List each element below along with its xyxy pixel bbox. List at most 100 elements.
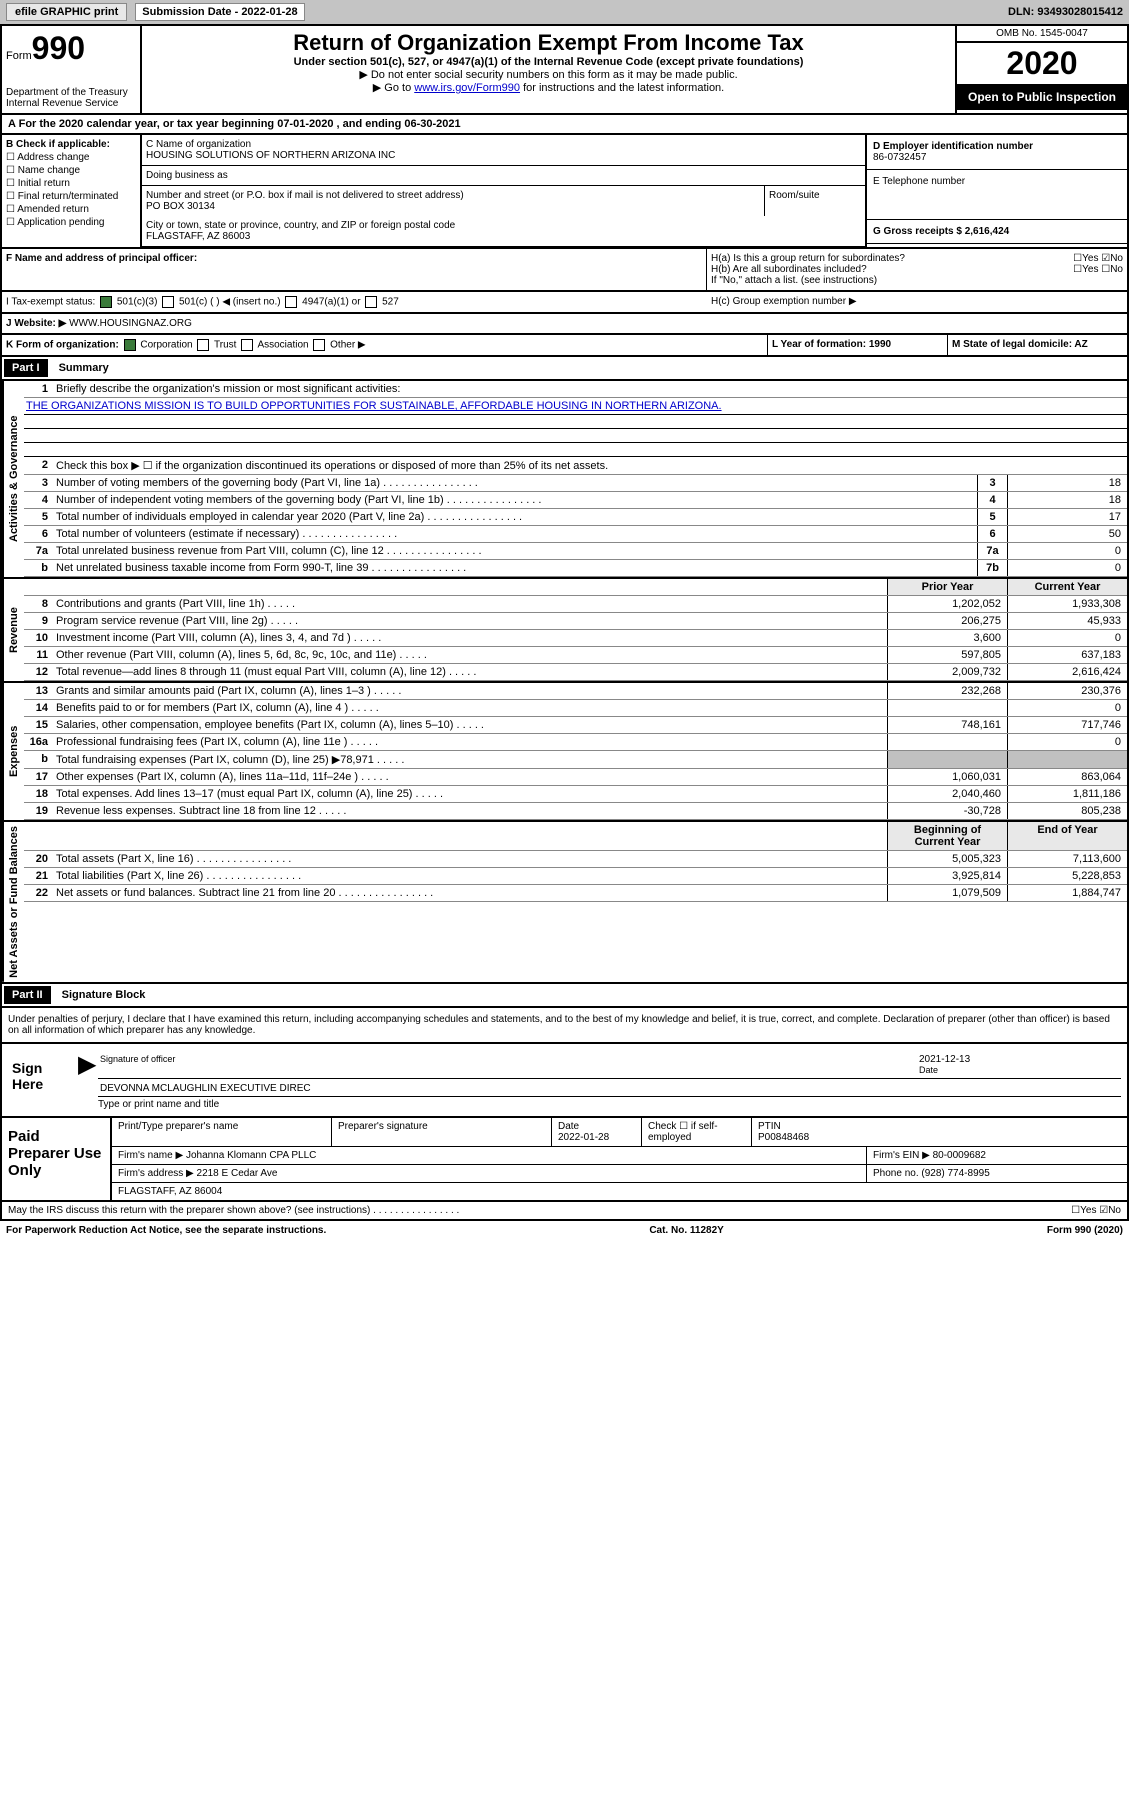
omb-number: OMB No. 1545-0047 [957, 26, 1127, 43]
hb-yesno[interactable]: ☐Yes ☐No [1073, 264, 1123, 275]
chk-501c[interactable] [162, 296, 174, 308]
form-number: 990 [32, 30, 85, 66]
rev-row: 11Other revenue (Part VIII, column (A), … [24, 647, 1127, 664]
box-b-label: B Check if applicable: [6, 139, 136, 150]
chk-other[interactable] [313, 339, 325, 351]
sign-here-label: Sign Here [8, 1050, 78, 1110]
ein: 86-0732457 [873, 152, 1121, 163]
section-j: J Website: ▶ WWW.HOUSINGNAZ.ORG [0, 314, 1129, 335]
phone-cell: E Telephone number [867, 170, 1127, 220]
box-h: H(a) Is this a group return for subordin… [707, 249, 1127, 290]
inspection-label: Open to Public Inspection [957, 84, 1127, 110]
rev-row: 8Contributions and grants (Part VIII, li… [24, 596, 1127, 613]
exp-row: 18Total expenses. Add lines 13–17 (must … [24, 786, 1127, 803]
footer-final: For Paperwork Reduction Act Notice, see … [0, 1221, 1129, 1240]
preparer-label: Paid Preparer Use Only [2, 1118, 112, 1200]
chk-initial[interactable]: ☐ Initial return [6, 178, 136, 189]
section-i: I Tax-exempt status: 501(c)(3) 501(c) ( … [0, 292, 1129, 314]
label-revenue: Revenue [2, 579, 24, 681]
gov-row: 5Total number of individuals employed in… [24, 509, 1127, 526]
chk-final[interactable]: ☐ Final return/terminated [6, 191, 136, 202]
note-ssn: ▶ Do not enter social security numbers o… [146, 68, 951, 81]
top-bar: efile GRAPHIC print Submission Date - 20… [0, 0, 1129, 24]
signature-declaration: Under penalties of perjury, I declare th… [0, 1008, 1129, 1044]
rev-row: 9Program service revenue (Part VIII, lin… [24, 613, 1127, 630]
section-expenses: Expenses 13Grants and similar amounts pa… [0, 683, 1129, 822]
section-k: K Form of organization: Corporation Trus… [0, 335, 1129, 357]
org-name-cell: C Name of organization HOUSING SOLUTIONS… [142, 135, 865, 166]
address: PO BOX 30134 [146, 201, 760, 212]
gov-row: bNet unrelated business taxable income f… [24, 560, 1127, 577]
efile-print-button[interactable]: efile GRAPHIC print [6, 3, 127, 21]
box-d: D Employer identification number 86-0732… [867, 135, 1127, 247]
form-subtitle: Under section 501(c), 527, or 4947(a)(1)… [146, 56, 951, 68]
chk-address[interactable]: ☐ Address change [6, 152, 136, 163]
discuss-row: May the IRS discuss this return with the… [0, 1202, 1129, 1221]
form-title: Return of Organization Exempt From Incom… [146, 30, 951, 56]
exp-row: 17Other expenses (Part IX, column (A), l… [24, 769, 1127, 786]
irs-link[interactable]: www.irs.gov/Form990 [414, 82, 520, 94]
chk-501c3[interactable] [100, 296, 112, 308]
submission-date: Submission Date - 2022-01-28 [135, 3, 304, 21]
firm-city: FLAGSTAFF, AZ 86004 [112, 1183, 228, 1200]
part1-header: Part I Summary [0, 357, 1129, 381]
box-b: B Check if applicable: ☐ Address change … [2, 135, 142, 247]
form-ref: Form 990 (2020) [1047, 1225, 1123, 1236]
firm-name: Firm's name ▶ Johanna Klomann CPA PLLC [112, 1147, 867, 1164]
firm-address: Firm's address ▶ 2218 E Cedar Ave [112, 1165, 867, 1182]
box-c: C Name of organization HOUSING SOLUTIONS… [142, 135, 867, 247]
chk-assoc[interactable] [241, 339, 253, 351]
exp-row: 19Revenue less expenses. Subtract line 1… [24, 803, 1127, 820]
firm-phone: Phone no. (928) 774-8995 [867, 1165, 1127, 1182]
ha-yesno[interactable]: ☐Yes ☑No [1073, 253, 1123, 264]
dba-cell: Doing business as [142, 166, 865, 186]
preparer-block: Paid Preparer Use Only Print/Type prepar… [0, 1118, 1129, 1202]
chk-527[interactable] [365, 296, 377, 308]
website-url: WWW.HOUSINGNAZ.ORG [69, 318, 192, 329]
header-right-box: OMB No. 1545-0047 2020 Open to Public In… [957, 26, 1127, 113]
line-a: A For the 2020 calendar year, or tax yea… [0, 115, 1129, 135]
dept-irs: Internal Revenue Service [6, 98, 136, 109]
dln-label: DLN: 93493028015412 [1008, 6, 1123, 18]
net-row: 20Total assets (Part X, line 16)5,005,32… [24, 851, 1127, 868]
mission-text[interactable]: THE ORGANIZATIONS MISSION IS TO BUILD OP… [26, 400, 722, 412]
exp-row: bTotal fundraising expenses (Part IX, co… [24, 751, 1127, 769]
address-cell: Number and street (or P.O. box if mail i… [142, 186, 865, 216]
prep-date: 2022-01-28 [558, 1132, 609, 1143]
header-title-box: Return of Organization Exempt From Incom… [142, 26, 957, 113]
chk-pending[interactable]: ☐ Application pending [6, 217, 136, 228]
form-label-box: Form990 Department of the Treasury Inter… [2, 26, 142, 113]
discuss-yesno[interactable]: ☐Yes ☑No [1071, 1205, 1121, 1216]
cat-no: Cat. No. 11282Y [649, 1225, 723, 1236]
sig-date: 2021-12-13 [919, 1054, 970, 1065]
sign-here-block: Sign Here ▶ Signature of officer2021-12-… [0, 1044, 1129, 1118]
ptin: P00848468 [758, 1132, 809, 1143]
tax-year: 2020 [957, 43, 1127, 84]
chk-self-employed[interactable]: Check ☐ if self-employed [642, 1118, 752, 1146]
tax-exempt-row: I Tax-exempt status: 501(c)(3) 501(c) ( … [2, 292, 707, 312]
exp-row: 16aProfessional fundraising fees (Part I… [24, 734, 1127, 751]
exp-row: 13Grants and similar amounts paid (Part … [24, 683, 1127, 700]
chk-trust[interactable] [197, 339, 209, 351]
exp-row: 15Salaries, other compensation, employee… [24, 717, 1127, 734]
chk-4947[interactable] [285, 296, 297, 308]
firm-ein: Firm's EIN ▶ 80-0009682 [867, 1147, 1127, 1164]
room-suite: Room/suite [765, 186, 865, 216]
rev-row: 10Investment income (Part VIII, column (… [24, 630, 1127, 647]
dept-treasury: Department of the Treasury [6, 87, 136, 98]
chk-name[interactable]: ☐ Name change [6, 165, 136, 176]
section-bcd: B Check if applicable: ☐ Address change … [0, 135, 1129, 249]
org-name: HOUSING SOLUTIONS OF NORTHERN ARIZONA IN… [146, 150, 861, 161]
gov-row: 6Total number of volunteers (estimate if… [24, 526, 1127, 543]
label-governance: Activities & Governance [2, 381, 24, 577]
section-governance: Activities & Governance 1Briefly describ… [0, 381, 1129, 579]
hc-label: H(c) Group exemption number ▶ [707, 292, 1127, 312]
note-goto: ▶ Go to www.irs.gov/Form990 for instruct… [146, 81, 951, 94]
chk-corp[interactable] [124, 339, 136, 351]
section-revenue: Revenue Prior YearCurrent Year 8Contribu… [0, 579, 1129, 683]
part2-header: Part II Signature Block [0, 984, 1129, 1008]
gov-row: 7aTotal unrelated business revenue from … [24, 543, 1127, 560]
label-netassets: Net Assets or Fund Balances [2, 822, 24, 982]
chk-amended[interactable]: ☐ Amended return [6, 204, 136, 215]
label-expenses: Expenses [2, 683, 24, 820]
